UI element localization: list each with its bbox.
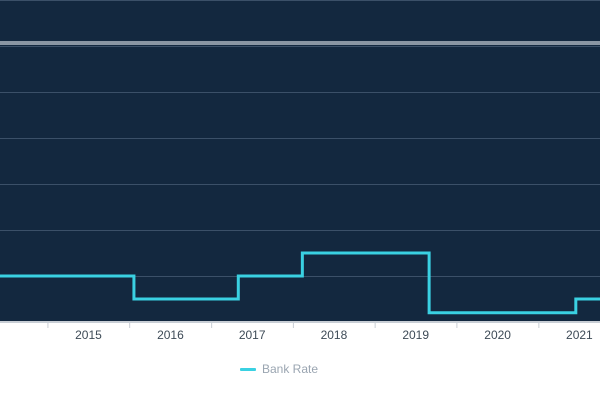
- x-tick-label: 2016: [157, 328, 184, 342]
- x-tick-label: 2021: [566, 328, 593, 342]
- legend-label-bank-rate: Bank Rate: [262, 362, 319, 376]
- plot-background: [0, 0, 600, 322]
- chart-legend[interactable]: Bank Rate: [240, 362, 318, 376]
- legend-swatch-bank-rate: [240, 367, 256, 371]
- x-tick-label: 2019: [402, 328, 429, 342]
- x-tick-label: 2020: [484, 328, 511, 342]
- series-line-bank-rate: [0, 251, 600, 315]
- x-tick-label: 2018: [321, 328, 348, 342]
- x-tick-label: 2017: [239, 328, 266, 342]
- x-tick-label: 2015: [75, 328, 102, 342]
